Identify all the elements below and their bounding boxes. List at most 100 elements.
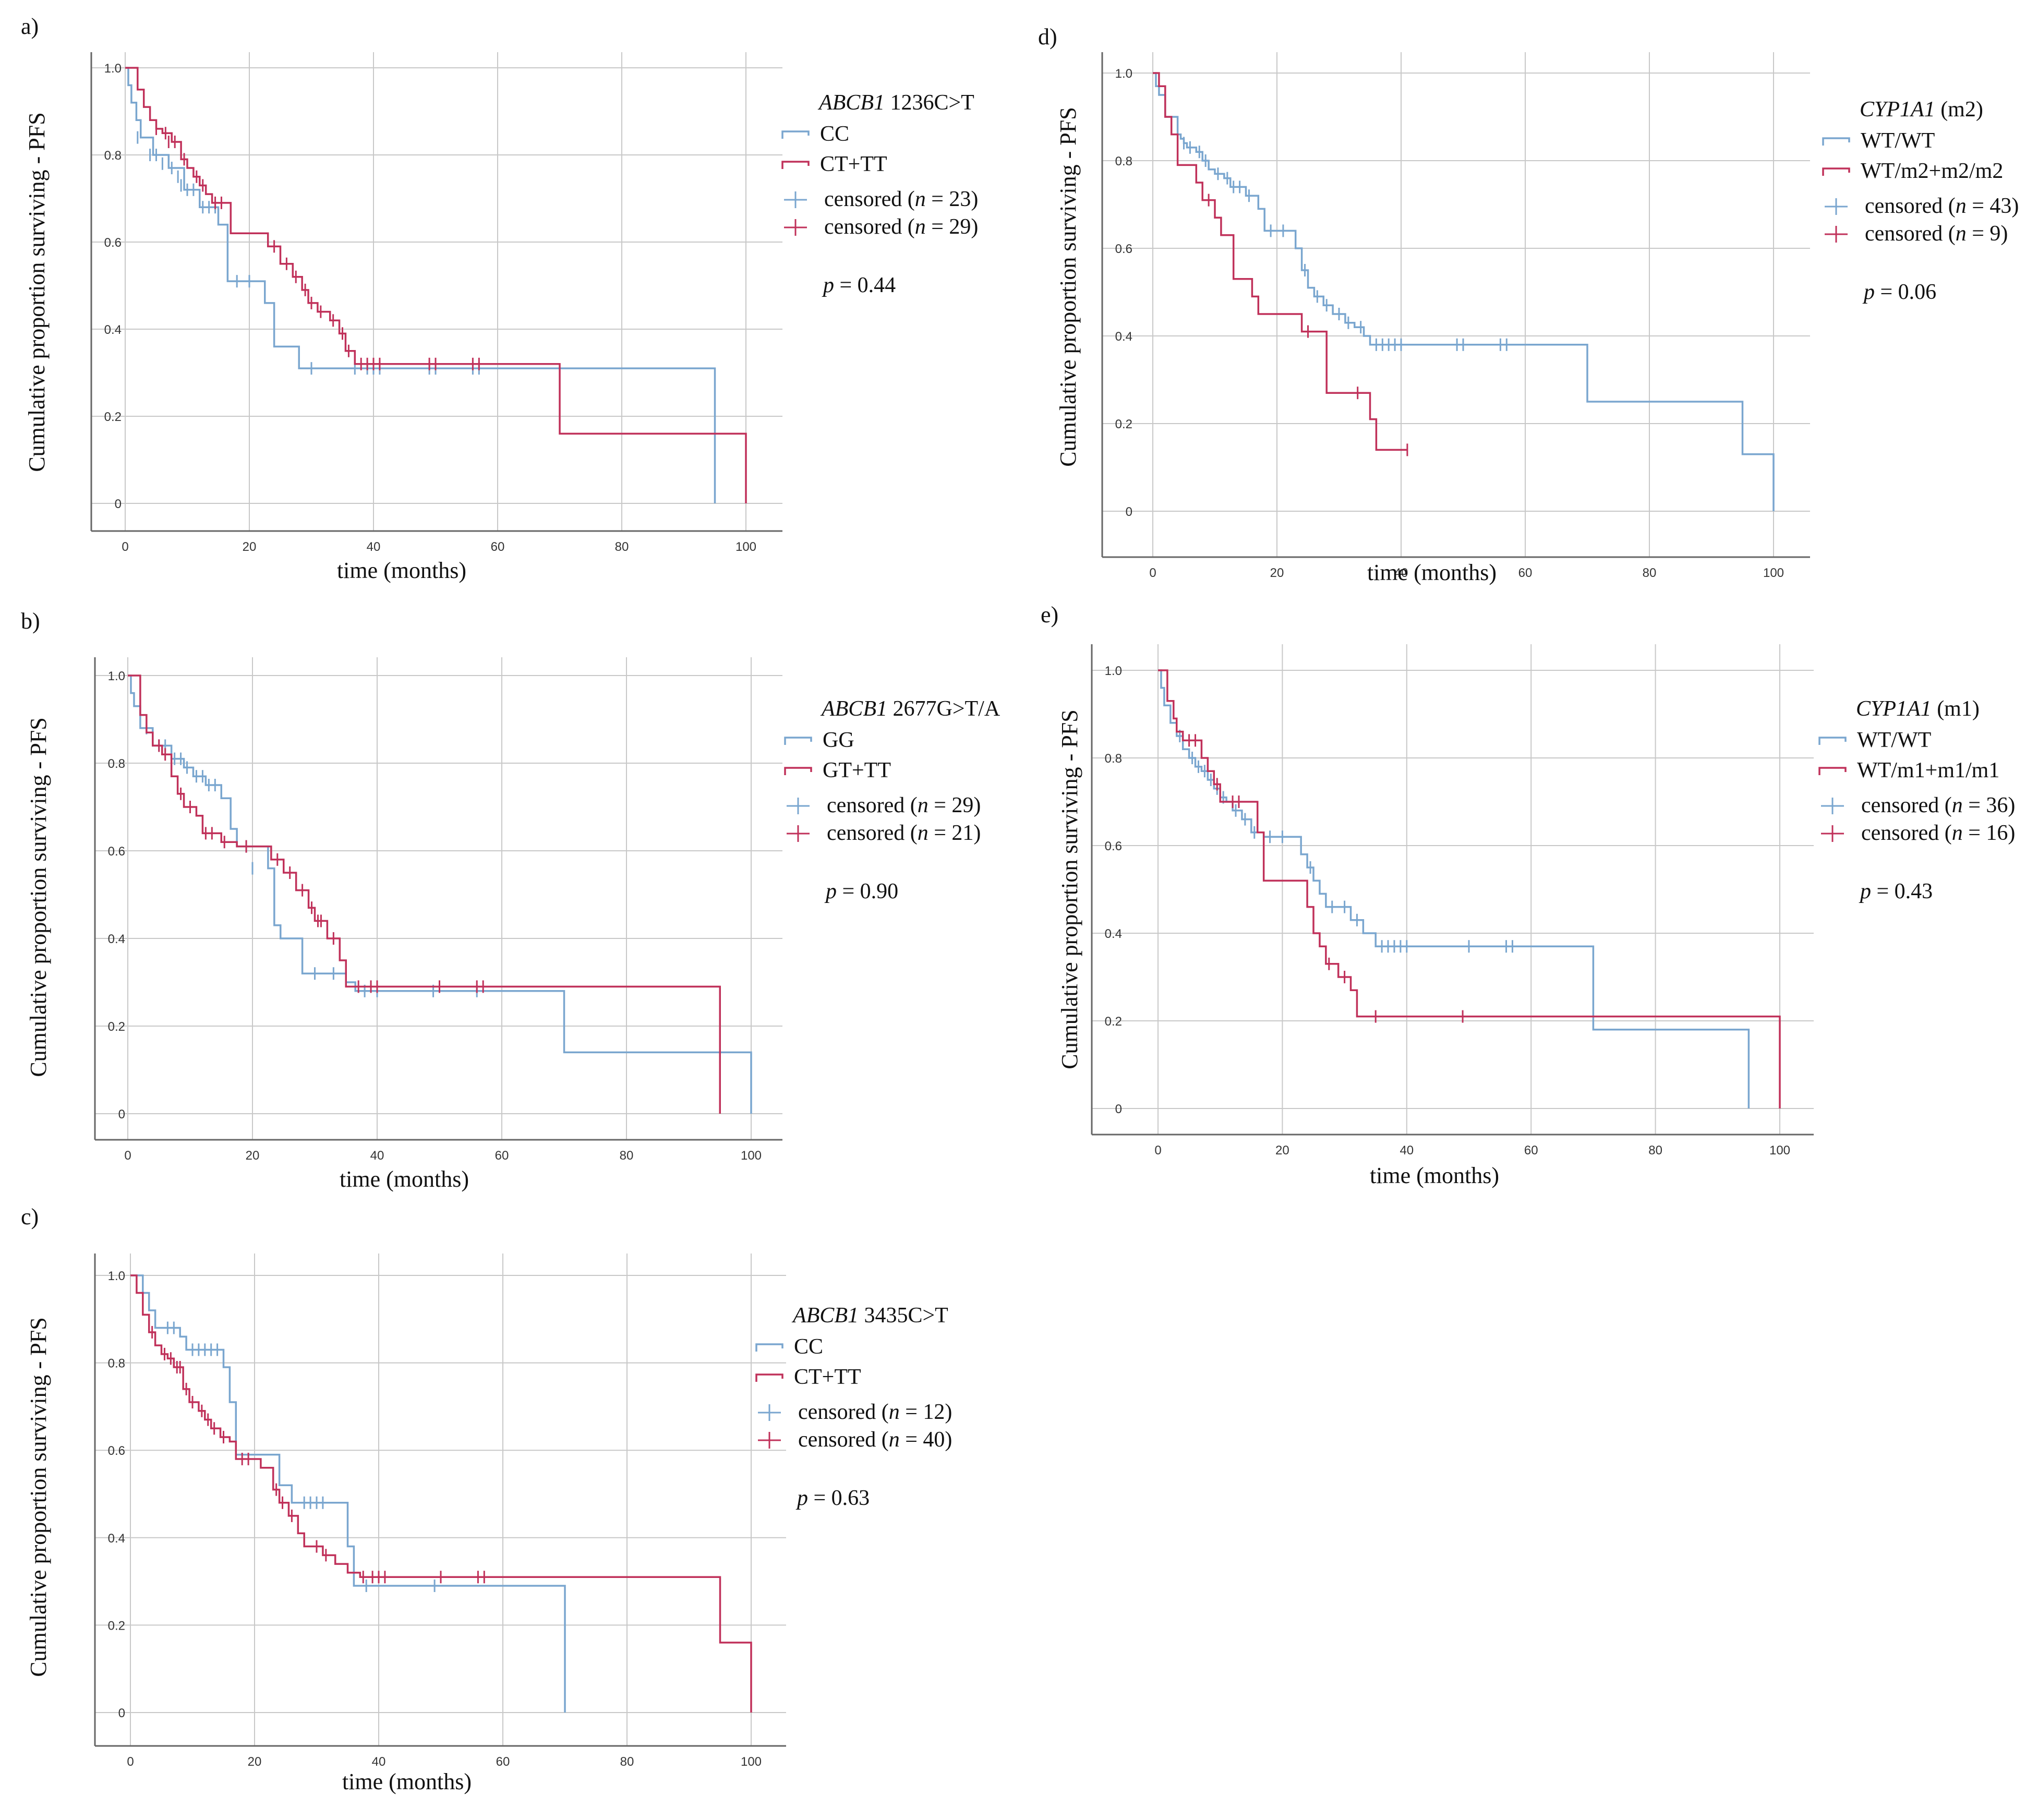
- y-tick-label: 0.8: [1105, 752, 1122, 766]
- legend-censor-symbol: [787, 825, 810, 842]
- legend-censored-label: censored (n = 43): [1865, 194, 2019, 218]
- legend-censor-symbol: [1825, 226, 1848, 243]
- x-tick-label: 20: [248, 1755, 262, 1769]
- x-tick-label: 0: [1149, 566, 1156, 580]
- x-tick-label: 0: [124, 1149, 131, 1163]
- x-tick-label: 0: [122, 540, 128, 554]
- legend-swatch-reference: [1818, 737, 1847, 745]
- legend-censor-symbol: [1821, 825, 1844, 842]
- survival-curve-variant: [1158, 669, 1781, 1108]
- x-tick-label: 40: [372, 1755, 386, 1769]
- panel-label: b): [21, 608, 40, 634]
- x-tick-label: 80: [1648, 1143, 1662, 1158]
- y-axis-label: Cumulative proportion surviving - PFS: [26, 717, 51, 1077]
- y-tick-label: 0.8: [1115, 154, 1132, 168]
- legend-censor-symbol: [1825, 198, 1848, 215]
- km-panel-c: c) 0 20 40 60 80 100 0 0.2 0.4 0.6 0.8 1.0 time (mont…: [21, 1204, 952, 1794]
- x-tick-label: 20: [243, 540, 257, 554]
- legend-series-label: CT+TT: [794, 1365, 861, 1389]
- y-tick-label: 0: [115, 497, 122, 511]
- panel-label: c): [21, 1204, 39, 1230]
- panel-label: e): [1041, 602, 1058, 628]
- legend-censored-label: censored (n = 9): [1865, 222, 2008, 246]
- legend-series-label: CC: [794, 1335, 823, 1359]
- y-tick-label: 0.4: [1115, 330, 1132, 344]
- p-value-label: p = 0.44: [822, 273, 896, 297]
- legend: CYP1A1 (m1) WT/WT WT/m1+m1/m1 censored (n =…: [1818, 697, 2015, 903]
- km-panel-a: a) 0 20 40 60 80 100 0 0.2 0.4 0.6 0.8 1.0 time (mont…: [21, 14, 978, 583]
- legend-series-label: CC: [820, 122, 849, 146]
- panel-label: d): [1038, 24, 1057, 50]
- gridlines: [1092, 644, 1814, 1135]
- x-tick-label: 40: [367, 540, 381, 554]
- y-tick-label: 0: [118, 1107, 125, 1122]
- x-tick-label: 0: [127, 1755, 134, 1769]
- legend-censor-symbol: [784, 191, 807, 208]
- legend-censored-label: censored (n = 29): [827, 793, 981, 817]
- x-tick-label: 60: [1524, 1143, 1538, 1158]
- y-axis-label: Cumulative proportion surviving - PFS: [1055, 107, 1081, 466]
- x-tick-label: 100: [741, 1149, 762, 1163]
- gridlines: [91, 52, 782, 531]
- survival-curve-reference: [130, 1274, 566, 1713]
- legend-swatch-reference: [784, 737, 812, 745]
- legend-title: CYP1A1 (m1): [1856, 697, 1980, 721]
- x-tick-label: 20: [1270, 566, 1284, 580]
- x-tick-label: 0: [1154, 1143, 1161, 1158]
- gridlines: [95, 1253, 786, 1746]
- y-tick-label: 0.8: [104, 149, 122, 163]
- legend-censored-label: censored (n = 40): [798, 1428, 952, 1452]
- survival-curve-variant: [1153, 72, 1407, 451]
- legend-censored-label: censored (n = 16): [1861, 821, 2015, 845]
- legend-title: ABCB1 2677G>T/A: [820, 697, 1000, 721]
- legend-swatch-variant: [781, 161, 810, 169]
- legend-series-label: WT/WT: [1857, 728, 1931, 752]
- x-tick-label: 60: [496, 1755, 510, 1769]
- legend: ABCB1 2677G>T/A GG GT+TT censored (n = 29) c…: [784, 697, 1000, 903]
- y-tick-label: 0: [118, 1706, 125, 1720]
- y-tick-label: 0.2: [108, 1619, 125, 1633]
- survival-curve-variant: [125, 67, 747, 503]
- legend-series-label: GT+TT: [823, 758, 891, 782]
- legend-swatch-reference: [755, 1343, 783, 1352]
- p-value-label: p = 0.90: [824, 879, 898, 903]
- x-tick-label: 80: [1643, 566, 1657, 580]
- y-tick-label: 1.0: [1105, 664, 1122, 678]
- y-tick-label: 0.6: [1105, 839, 1122, 853]
- y-tick-label: 0.6: [108, 845, 125, 859]
- y-tick-label: 0: [1115, 1102, 1122, 1116]
- legend-censored-label: censored (n = 29): [824, 215, 978, 239]
- legend-series-label: WT/m2+m2/m2: [1861, 159, 2003, 183]
- legend-title: CYP1A1 (m2): [1860, 98, 1983, 122]
- p-value-label: p = 0.06: [1862, 280, 1936, 304]
- survival-curve-variant: [128, 674, 721, 1114]
- y-tick-label: 1.0: [1115, 67, 1132, 81]
- y-tick-label: 0.4: [1105, 927, 1122, 941]
- x-tick-label: 20: [246, 1149, 260, 1163]
- y-tick-label: 1.0: [104, 62, 122, 76]
- survival-curve-variant: [130, 1274, 752, 1713]
- x-tick-label: 100: [735, 540, 756, 554]
- km-panel-b: b) 0 20 40 60 80 100 0 0.2 0.4 0.6 0.8 1.0 time (mont…: [21, 608, 1000, 1192]
- y-tick-label: 0.2: [1105, 1015, 1122, 1029]
- legend-swatch-variant: [1822, 167, 1850, 176]
- legend-censor-symbol: [787, 798, 810, 814]
- legend-censor-symbol: [758, 1404, 781, 1421]
- x-tick-label: 60: [495, 1149, 509, 1163]
- y-tick-label: 0.4: [108, 932, 125, 946]
- legend-title: ABCB1 1236C>T: [817, 91, 974, 115]
- x-tick-label: 80: [620, 1755, 634, 1769]
- legend: ABCB1 1236C>T CC CT+TT censored (n = 23) cen…: [781, 91, 978, 297]
- y-axis-label: Cumulative proportion surviving - PFS: [26, 1317, 51, 1677]
- x-tick-label: 40: [370, 1149, 384, 1163]
- legend-swatch-variant: [784, 767, 812, 775]
- legend: CYP1A1 (m2) WT/WT WT/m2+m2/m2 censored (n =…: [1822, 98, 2019, 304]
- y-tick-label: 0.8: [108, 1357, 125, 1371]
- y-tick-label: 0.2: [1115, 417, 1132, 431]
- x-tick-label: 100: [1769, 1143, 1790, 1158]
- p-value-label: p = 0.63: [795, 1486, 870, 1510]
- survival-curve-reference: [1153, 72, 1775, 511]
- survival-curve-reference: [128, 674, 752, 1114]
- y-tick-label: 0.4: [108, 1532, 125, 1546]
- legend-censored-label: censored (n = 12): [798, 1400, 952, 1424]
